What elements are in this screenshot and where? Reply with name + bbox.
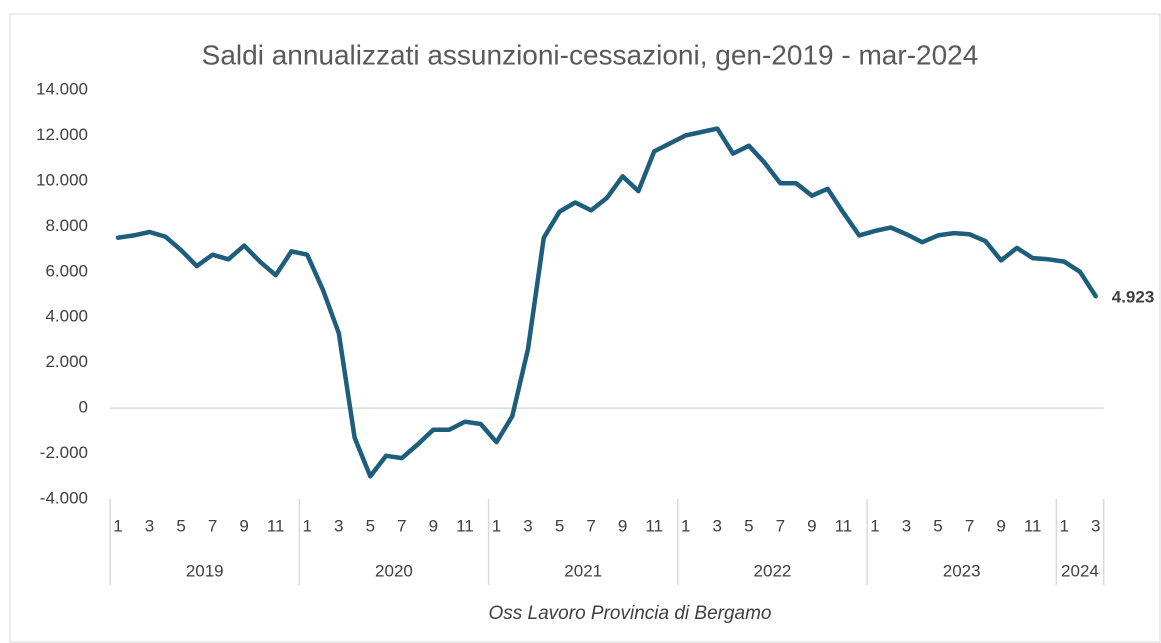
x-tick-label: 5 [933,516,942,535]
x-tick-label: 1 [113,516,122,535]
x-tick-label: 11 [835,516,853,535]
x-tick-label: 3 [713,516,722,535]
x-tick-label: 11 [645,516,663,535]
y-tick-label: 14.000 [36,79,88,98]
x-tick-label: 3 [523,516,532,535]
x-tick-label: 1 [870,516,879,535]
x-tick-label: 9 [996,516,1005,535]
y-tick-label: 10.000 [36,170,88,189]
x-tick-label: 3 [334,516,343,535]
x-tick-label: 9 [429,516,438,535]
y-tick-label: 12.000 [36,125,88,144]
x-group-label: 2024 [1061,561,1099,580]
x-group-label: 2023 [943,561,981,580]
x-tick-label: 7 [397,516,406,535]
x-tick-label: 9 [807,516,816,535]
y-tick-label: 0 [79,398,88,417]
x-tick-label: 11 [1024,516,1042,535]
x-tick-label: 1 [681,516,690,535]
x-group-label: 2022 [754,561,792,580]
y-tick-label: -2.000 [40,443,88,462]
x-tick-label: 11 [267,516,285,535]
y-tick-label: -4.000 [40,488,88,507]
x-tick-label: 5 [555,516,564,535]
x-tick-label: 9 [239,516,248,535]
x-tick-label: 7 [208,516,217,535]
x-tick-label: 3 [145,516,154,535]
x-tick-label: 1 [492,516,501,535]
x-axis-label: Oss Lavoro Provincia di Bergamo [488,603,771,624]
chart-frame [9,13,1161,643]
x-tick-label: 1 [1059,516,1068,535]
chart-title: Saldi annualizzati assunzioni-cessazioni… [202,39,979,70]
x-group-label: 2019 [186,561,224,580]
x-tick-label: 9 [618,516,627,535]
y-tick-label: 4.000 [45,307,88,326]
x-tick-label: 5 [176,516,185,535]
data-label: 4.923 [1112,288,1155,307]
x-group-label: 2020 [375,561,413,580]
x-tick-label: 7 [965,516,974,535]
x-tick-label: 7 [586,516,595,535]
x-group-label: 2021 [564,561,602,580]
y-tick-label: 8.000 [45,216,88,235]
x-tick-label: 7 [776,516,785,535]
y-tick-label: 2.000 [45,352,88,371]
x-tick-label: 3 [1091,516,1100,535]
x-tick-label: 3 [902,516,911,535]
data-line [115,126,1098,479]
x-tick-label: 5 [744,516,753,535]
y-tick-label: 6.000 [45,261,88,280]
x-tick-label: 1 [303,516,312,535]
x-tick-label: 11 [456,516,474,535]
x-tick-label: 5 [366,516,375,535]
